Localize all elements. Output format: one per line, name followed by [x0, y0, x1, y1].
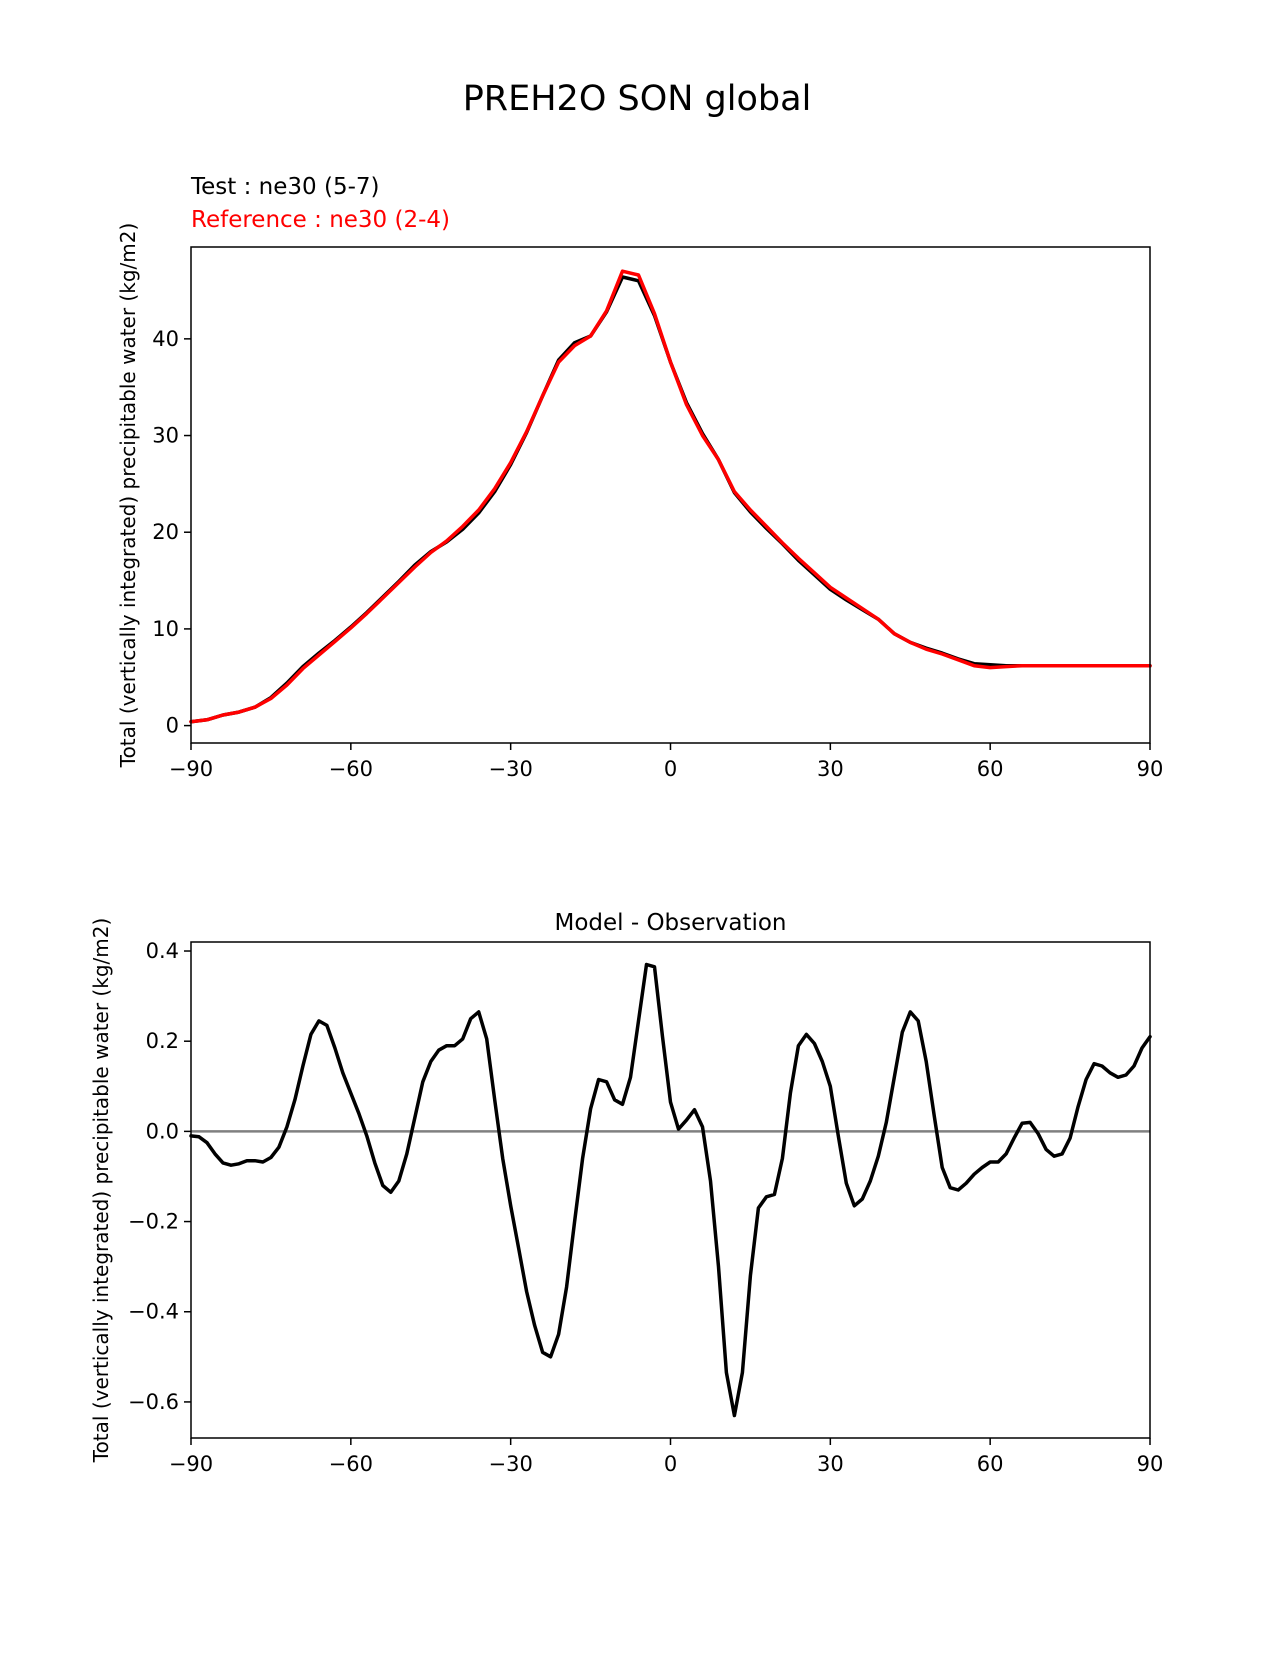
reference-label: Reference : ne30 (2-4)	[191, 207, 450, 233]
y-tick-label: 30	[152, 424, 179, 448]
series-line-test	[189, 962, 1152, 1418]
x-tick-label: 90	[1137, 757, 1164, 781]
top-plot: −90 −60 −30 0 30 60 90 0 10 20 30 40 Total (vertical…	[116, 174, 1163, 781]
x-tick-label: −30	[489, 1452, 533, 1476]
x-tick-label: 30	[817, 757, 844, 781]
y-axis-label: Total (vertically integrated) precipitab…	[116, 223, 140, 769]
x-tick-label: 0	[664, 757, 677, 781]
y-tick-label: 0	[166, 714, 179, 738]
x-tick-label: −60	[329, 757, 373, 781]
x-tick-label: 90	[1137, 1452, 1164, 1476]
figure-title: PREH2O SON global	[463, 79, 812, 119]
y-tick-label: 0.0	[146, 1119, 179, 1143]
x-tick-label: 0	[664, 1452, 677, 1476]
x-tick-label: 60	[977, 757, 1004, 781]
x-tick-label: 60	[977, 1452, 1004, 1476]
y-tick-label: 0.4	[146, 939, 179, 963]
axes-frame	[190, 246, 1151, 744]
y-axis-label: Total (vertically integrated) precipitab…	[89, 918, 113, 1464]
y-tick-label: 20	[152, 520, 179, 544]
bottom-plot: −90 −60 −30 0 30 60 90 −0.6 −0.4 −0.2 0.0 0.2 0.4 Tot…	[89, 910, 1163, 1476]
subplot-title: Model - Observation	[554, 910, 786, 936]
y-tick-label: 40	[152, 327, 179, 351]
x-tick-label: −90	[169, 757, 213, 781]
axes-frame	[190, 941, 1151, 1439]
series-line-reference	[189, 269, 1152, 724]
x-tick-label: −30	[489, 757, 533, 781]
y-tick-label: 0.2	[146, 1029, 179, 1053]
x-tick-label: −90	[169, 1452, 213, 1476]
series-line-test	[189, 275, 1152, 724]
x-tick-label: 30	[817, 1452, 844, 1476]
y-tick-label: −0.4	[128, 1300, 179, 1324]
y-tick-label: 10	[152, 617, 179, 641]
x-tick-label: −60	[329, 1452, 373, 1476]
y-tick-label: −0.2	[128, 1210, 179, 1234]
test-label: Test : ne30 (5-7)	[190, 174, 379, 200]
y-tick-label: −0.6	[128, 1390, 179, 1414]
